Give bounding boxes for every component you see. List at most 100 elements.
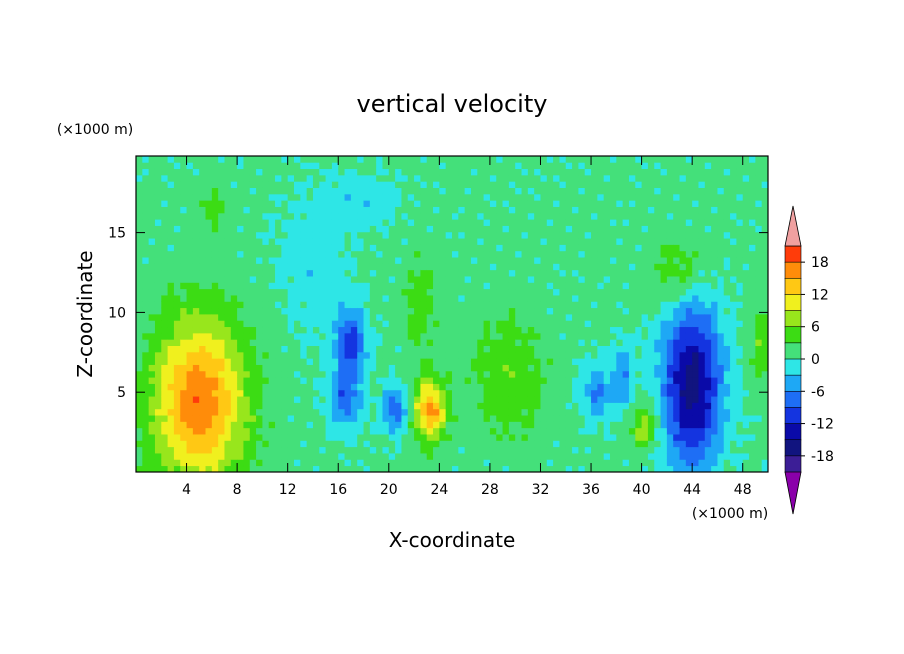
heatmap-cell xyxy=(205,174,213,182)
heatmap-cell xyxy=(704,244,712,252)
heatmap-cell xyxy=(704,339,712,346)
heatmap-cell xyxy=(597,263,605,271)
heatmap-cell xyxy=(433,244,440,252)
heatmap-cell xyxy=(496,332,503,340)
heatmap-cell xyxy=(363,162,371,170)
heatmap-cell xyxy=(344,301,352,309)
heatmap-cell xyxy=(666,446,674,454)
heatmap-cell xyxy=(401,187,409,195)
heatmap-cell xyxy=(553,446,560,454)
heatmap-cell xyxy=(572,396,579,403)
heatmap-cell xyxy=(344,193,352,201)
heatmap-cell xyxy=(685,453,693,460)
heatmap-cell xyxy=(167,187,175,195)
heatmap-cell xyxy=(256,453,263,460)
heatmap-cell xyxy=(199,427,206,435)
heatmap-cell xyxy=(205,465,213,473)
heatmap-cell xyxy=(199,351,206,359)
heatmap-cell xyxy=(742,389,750,397)
heatmap-cell xyxy=(464,358,472,365)
heatmap-cell xyxy=(698,396,706,403)
heatmap-cell xyxy=(654,219,661,226)
heatmap-cell xyxy=(654,389,661,397)
heatmap-cell xyxy=(749,288,756,296)
heatmap-cell xyxy=(458,427,466,435)
heatmap-cell xyxy=(319,440,326,448)
heatmap-cell xyxy=(502,408,510,416)
heatmap-cell xyxy=(142,156,150,163)
heatmap-cell xyxy=(167,339,175,346)
heatmap-cell xyxy=(142,269,150,277)
heatmap-cell xyxy=(666,345,674,353)
heatmap-cell xyxy=(275,156,282,163)
heatmap-cell xyxy=(534,351,541,359)
heatmap-cell xyxy=(692,269,699,277)
heatmap-cell xyxy=(565,162,573,170)
heatmap-cell xyxy=(262,168,270,176)
heatmap-cell xyxy=(730,156,737,163)
heatmap-cell xyxy=(224,168,232,176)
heatmap-cell xyxy=(704,206,712,214)
heatmap-cell xyxy=(736,402,744,410)
heatmap-cell xyxy=(199,187,206,195)
heatmap-cell xyxy=(142,295,150,302)
heatmap-cell xyxy=(565,421,573,429)
heatmap-cell xyxy=(161,396,168,403)
heatmap-cell xyxy=(761,174,769,182)
heatmap-cell xyxy=(704,345,712,353)
heatmap-cell xyxy=(407,320,415,328)
heatmap-cell xyxy=(256,225,263,233)
heatmap-cell xyxy=(610,314,617,321)
heatmap-cell xyxy=(199,370,206,378)
heatmap-cell xyxy=(534,434,541,441)
heatmap-cell xyxy=(692,212,699,220)
heatmap-cell xyxy=(736,339,744,346)
heatmap-cell xyxy=(483,453,491,460)
heatmap-cell xyxy=(483,408,491,416)
heatmap-cell xyxy=(199,364,206,372)
heatmap-cell xyxy=(628,206,636,214)
heatmap-cell xyxy=(660,301,668,309)
heatmap-cell xyxy=(388,156,396,163)
heatmap-cell xyxy=(407,326,415,334)
heatmap-cell xyxy=(211,326,219,334)
heatmap-cell xyxy=(205,231,213,239)
heatmap-cell xyxy=(142,396,150,403)
heatmap-cell xyxy=(559,231,567,239)
heatmap-cell xyxy=(420,269,428,277)
heatmap-cell xyxy=(205,295,213,302)
heatmap-cell xyxy=(477,219,484,226)
heatmap-cell xyxy=(331,326,339,334)
heatmap-cell xyxy=(521,427,529,435)
heatmap-cell xyxy=(186,326,194,334)
heatmap-cell xyxy=(306,225,314,233)
heatmap-cell xyxy=(628,238,636,245)
heatmap-cell xyxy=(565,465,573,473)
heatmap-cell xyxy=(603,181,611,188)
heatmap-cell xyxy=(148,370,156,378)
heatmap-cell xyxy=(319,345,326,353)
heatmap-cell xyxy=(312,314,320,321)
heatmap-cell xyxy=(388,225,396,233)
heatmap-cell xyxy=(470,402,478,410)
heatmap-cell xyxy=(243,364,251,372)
heatmap-cell xyxy=(489,434,497,441)
heatmap-cell xyxy=(433,383,440,391)
heatmap-cell xyxy=(363,288,371,296)
heatmap-cell xyxy=(458,396,466,403)
heatmap-cell xyxy=(395,238,402,245)
heatmap-cell xyxy=(433,225,440,233)
heatmap-cell xyxy=(622,206,630,214)
heatmap-cell xyxy=(477,351,484,359)
heatmap-cell xyxy=(338,269,345,277)
heatmap-cell xyxy=(489,383,497,391)
heatmap-cell xyxy=(382,358,390,365)
heatmap-cell xyxy=(723,351,731,359)
heatmap-cell xyxy=(698,332,706,340)
heatmap-cell xyxy=(136,193,143,201)
heatmap-cell xyxy=(268,162,276,170)
heatmap-cell xyxy=(559,156,567,163)
heatmap-cell xyxy=(281,200,289,207)
heatmap-cell xyxy=(704,187,712,195)
heatmap-cell xyxy=(553,187,560,195)
